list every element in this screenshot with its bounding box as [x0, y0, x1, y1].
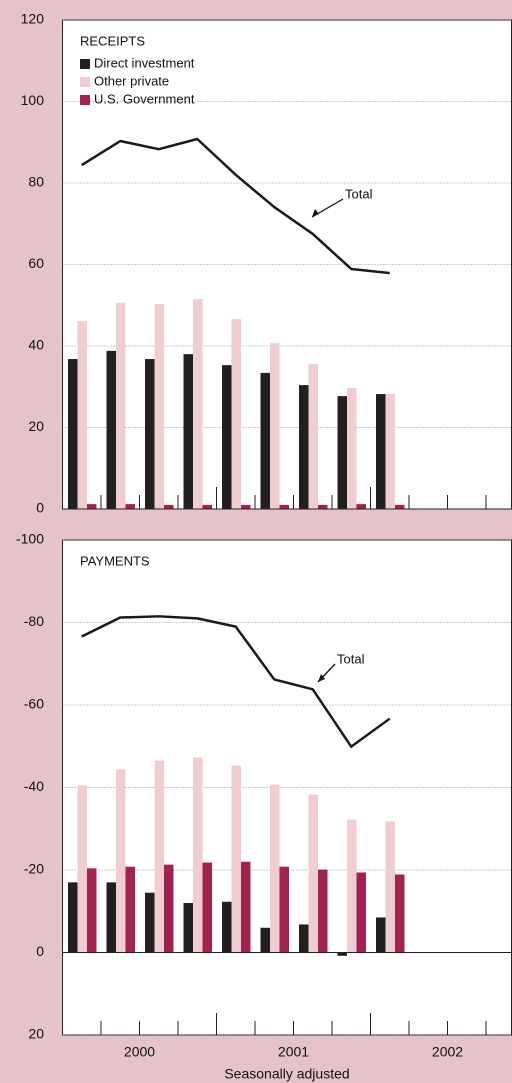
bar: [385, 394, 395, 509]
bar: [231, 319, 241, 509]
bar: [202, 504, 212, 509]
bar: [106, 350, 116, 509]
bar: [193, 757, 203, 953]
y-tick-label: 20: [28, 418, 44, 434]
bar: [308, 363, 318, 509]
bar: [385, 821, 395, 953]
bar: [260, 372, 270, 509]
y-tick-label: 60: [28, 255, 44, 271]
y-tick-label: 80: [28, 174, 44, 190]
y-tick-label: 100: [21, 92, 45, 108]
x-group-label: 2002: [432, 1044, 463, 1060]
y-tick-label: -80: [24, 613, 44, 629]
y-tick-label: -40: [24, 778, 44, 794]
bar: [356, 872, 366, 953]
y-tick-label: 40: [28, 337, 44, 353]
line-annotation: Total: [345, 186, 373, 201]
arrow-head: [312, 209, 319, 217]
bar: [68, 359, 78, 509]
y-tick-label: -20: [24, 861, 44, 877]
bar: [318, 869, 328, 953]
bar: [125, 866, 135, 953]
line-annotation: Total: [337, 651, 365, 666]
bar: [347, 387, 357, 509]
bar: [337, 396, 347, 509]
y-tick-label: 20: [28, 1026, 44, 1042]
bar: [68, 882, 78, 953]
bar: [318, 504, 328, 509]
bar: [87, 868, 97, 953]
bar: [145, 359, 155, 509]
arrow-head: [318, 674, 325, 682]
bar: [270, 343, 280, 509]
total-line: [81, 137, 390, 275]
bar: [376, 394, 386, 509]
bar: [279, 504, 289, 509]
bar: [270, 784, 280, 953]
bar: [395, 874, 405, 953]
bar: [183, 903, 193, 953]
bar: [222, 901, 232, 953]
bar: [308, 794, 318, 953]
legend-swatch: [80, 77, 90, 87]
bar: [77, 785, 87, 953]
bar: [164, 864, 174, 953]
bar: [106, 882, 116, 953]
bar: [202, 862, 212, 953]
bar: [241, 861, 251, 953]
bar: [125, 504, 135, 509]
y-tick-label: -100: [16, 531, 44, 547]
legend-label: U.S. Government: [94, 91, 195, 106]
bar: [116, 302, 126, 509]
panel-title: RECEIPTS: [80, 33, 145, 48]
x-axis-label: Seasonally adjusted: [224, 1066, 349, 1082]
bar: [154, 760, 164, 953]
bar: [347, 819, 357, 953]
bar: [222, 365, 232, 509]
panel-title: PAYMENTS: [80, 553, 150, 568]
y-tick-label: 120: [21, 11, 45, 27]
legend-label: Direct investment: [94, 55, 195, 70]
bar: [356, 504, 366, 509]
bar: [279, 866, 289, 953]
bar: [193, 299, 203, 509]
bar: [164, 504, 174, 509]
bar: [145, 892, 155, 953]
legend-swatch: [80, 59, 90, 69]
bar: [87, 504, 97, 509]
plot-area: [62, 19, 512, 510]
bar: [231, 765, 241, 953]
bar: [183, 354, 193, 509]
y-tick-label: 0: [36, 943, 44, 959]
bar: [260, 927, 270, 953]
bar: [116, 769, 126, 953]
x-group-label: 2000: [124, 1044, 155, 1060]
bar: [337, 952, 347, 956]
legend-swatch: [80, 95, 90, 105]
x-group-label: 2001: [278, 1044, 309, 1060]
legend-label: Other private: [94, 73, 169, 88]
bar: [154, 304, 164, 509]
y-tick-label: 0: [36, 500, 44, 516]
y-tick-label: -60: [24, 696, 44, 712]
bar: [241, 504, 251, 509]
bar: [77, 321, 87, 509]
total-line: [81, 615, 391, 748]
bar: [299, 385, 309, 509]
bar: [299, 924, 309, 953]
bar: [395, 504, 405, 509]
bar: [376, 917, 386, 953]
